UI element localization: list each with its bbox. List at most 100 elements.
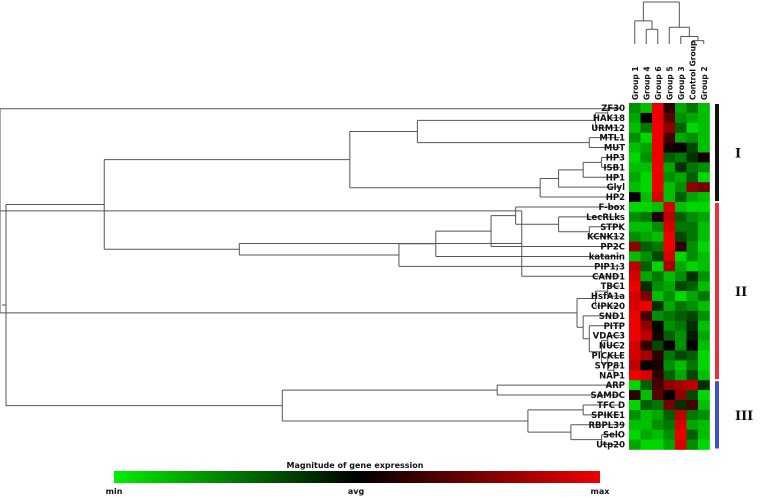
heatmap-cell [629,172,641,183]
gene-label: PICKLE [592,351,626,361]
heatmap-cell [675,409,687,421]
gene-label: SYP81 [595,361,625,371]
heatmap-cell [652,103,664,114]
heatmap-cell [663,320,676,331]
heatmap-cell [663,103,676,114]
heatmap-cell [686,439,699,450]
heatmap-cell [686,122,699,133]
gene-label: LecRLks [586,213,625,223]
heatmap-cell [698,390,710,401]
heatmap-cell [663,409,676,421]
cluster-bar [715,381,719,449]
heatmap-cell [675,281,687,292]
heatmap-cell [675,330,687,341]
heatmap-cell [640,261,653,272]
gene-label: HP3 [606,153,625,163]
heatmap-cell [629,330,641,341]
heatmap-cell [675,370,687,381]
heatmap-cell [686,271,699,282]
heatmap-cell [652,380,664,391]
heatmap-cell [675,261,687,272]
heatmap-cell [640,380,653,391]
heatmap-cell [640,271,653,282]
gene-label: TFC D [597,401,625,411]
heatmap-cell [698,182,710,193]
heatmap-cell [663,429,676,440]
gene-label: Utp20 [596,441,625,451]
cluster-bar [715,203,719,380]
heatmap-cell [686,340,699,351]
heatmap-cell [652,370,664,381]
heatmap-cell [675,320,687,331]
gene-label: PITP [604,322,625,332]
heatmap-cell [652,192,664,203]
heatmap-cell [698,419,710,430]
heatmap-cell [675,429,687,440]
heatmap-cell [640,152,653,163]
heatmap-cell [652,221,664,232]
heatmap-cell [698,211,710,223]
heatmap-cell [698,271,710,282]
gene-label: KCNK12 [587,233,625,243]
heatmap-cell [640,429,653,440]
heatmap-cell [698,152,710,163]
heatmap-cell [675,211,687,223]
heatmap-cell [640,409,653,421]
gene-label: CAND1 [592,272,625,282]
heatmap-cell [652,112,664,124]
heatmap-cell [686,103,699,114]
heatmap-cell [686,132,699,143]
group-label: Group 4 [642,66,651,100]
heatmap-cell [640,310,653,322]
heatmap-cell [629,152,641,163]
heatmap-cell [629,291,641,302]
heatmap-cell [675,271,687,282]
gene-label: ARP [606,381,625,391]
heatmap-cell [629,281,641,292]
heatmap-cell [652,261,664,272]
heatmap-cell [663,211,676,223]
heatmap-cell [663,281,676,292]
gene-label: HAK18 [593,114,625,124]
heatmap-cell [652,142,664,153]
heatmap-cell [675,142,687,153]
gene-label: VDAC3 [593,332,625,342]
heatmap-cell [686,221,699,232]
heatmap-cell [686,380,699,391]
heatmap-cell [640,231,653,242]
heatmap-cell [686,261,699,272]
heatmap-cell [663,182,676,193]
heatmap-cell [698,310,710,322]
heatmap-cell [652,182,664,193]
color-scale-bar [114,471,600,483]
heatmap-cell [686,192,699,203]
heatmap-cell [698,162,710,173]
heatmap-cell [629,231,641,242]
heatmap-cell [686,211,699,223]
heatmap-cell [640,390,653,401]
heatmap-cell [698,172,710,183]
heatmap-cell [675,172,687,183]
group-label: Group 2 [700,66,709,100]
heatmap-cell [663,350,676,361]
heatmap-cell [663,152,676,163]
heatmap-cell [698,350,710,361]
heatmap-cell [652,330,664,341]
heatmap-cell [698,112,710,124]
heatmap-cell [675,122,687,133]
heatmap-cell [663,400,676,411]
heatmap-cell [675,192,687,203]
heatmap-cell [652,231,664,242]
heatmap-cell [629,409,641,421]
heatmap-cell [640,182,653,193]
heatmap-cell [663,231,676,242]
heatmap-cell [629,221,641,232]
color-scale-max-label: max [591,487,611,496]
gene-label: katanin [589,252,625,262]
heatmap-cell [640,301,653,312]
heatmap-cell [652,251,664,262]
gene-label: ZF30 [601,104,625,114]
